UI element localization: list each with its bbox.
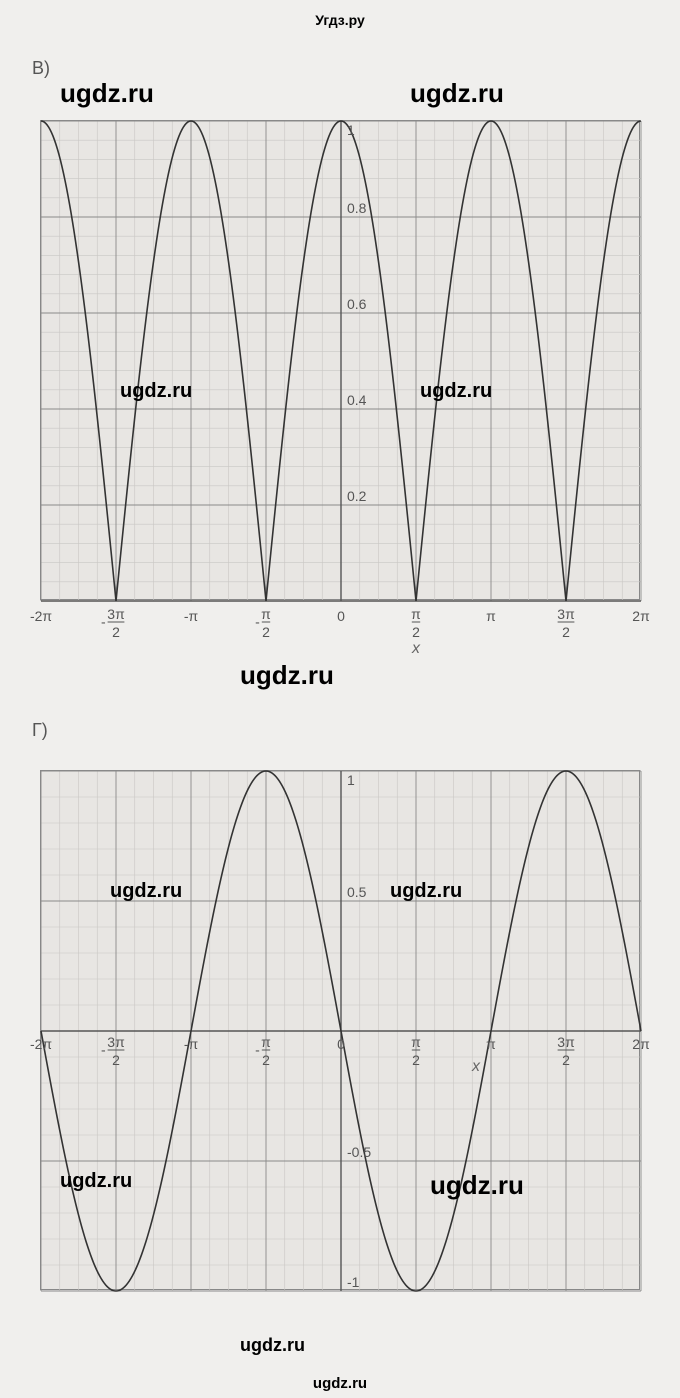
svg-text:2: 2 [262, 1052, 270, 1068]
svg-text:π: π [261, 606, 271, 622]
svg-text:2: 2 [412, 1052, 420, 1068]
svg-text:π: π [411, 1034, 421, 1050]
svg-text:π: π [486, 608, 496, 624]
svg-text:-: - [255, 1042, 260, 1058]
panel-g-label: Г) [32, 720, 48, 741]
svg-text:0.4: 0.4 [347, 392, 367, 408]
svg-text:0.8: 0.8 [347, 200, 367, 216]
svg-text:-2π: -2π [30, 1036, 52, 1052]
svg-text:2: 2 [412, 624, 420, 640]
chart-g-xlabel: x [472, 1058, 480, 1076]
svg-text:2: 2 [112, 624, 120, 640]
watermark: ugdz.ru [410, 78, 504, 109]
svg-text:π: π [486, 1036, 496, 1052]
chart-g: -1-0.50.51-2π3π2--ππ2-0π2π3π22π [40, 770, 640, 1290]
svg-text:2: 2 [562, 1052, 570, 1068]
chart-b-xlabel: x [412, 640, 420, 658]
svg-text:-1: -1 [347, 1274, 360, 1290]
svg-text:-: - [101, 614, 106, 630]
svg-text:3π: 3π [107, 1034, 125, 1050]
svg-text:3π: 3π [107, 606, 125, 622]
svg-text:-π: -π [184, 1036, 199, 1052]
svg-text:2: 2 [262, 624, 270, 640]
svg-text:-2π: -2π [30, 608, 52, 624]
svg-text:2π: 2π [632, 608, 650, 624]
chart-b: 0.20.40.60.81-2π3π2--ππ2-0π2π3π22π [40, 120, 640, 600]
watermark: ugdz.ru [240, 660, 334, 691]
svg-text:-0.5: -0.5 [347, 1144, 371, 1160]
svg-text:3π: 3π [557, 606, 575, 622]
page-header: Угдз.ру [0, 0, 680, 28]
svg-text:3π: 3π [557, 1034, 575, 1050]
svg-text:0.6: 0.6 [347, 296, 367, 312]
svg-text:-: - [101, 1042, 106, 1058]
svg-text:0.2: 0.2 [347, 488, 367, 504]
watermark: ugdz.ru [60, 78, 154, 109]
svg-text:2: 2 [562, 624, 570, 640]
page-footer: ugdz.ru [0, 1375, 680, 1392]
svg-text:1: 1 [347, 122, 355, 138]
svg-text:-π: -π [184, 608, 199, 624]
svg-text:-: - [255, 614, 260, 630]
svg-text:π: π [411, 606, 421, 622]
svg-text:0: 0 [337, 608, 345, 624]
svg-text:0.5: 0.5 [347, 884, 367, 900]
svg-text:0: 0 [337, 1036, 345, 1052]
svg-text:π: π [261, 1034, 271, 1050]
svg-text:1: 1 [347, 772, 355, 788]
svg-text:2π: 2π [632, 1036, 650, 1052]
svg-text:2: 2 [112, 1052, 120, 1068]
panel-b-label: B) [32, 58, 50, 79]
